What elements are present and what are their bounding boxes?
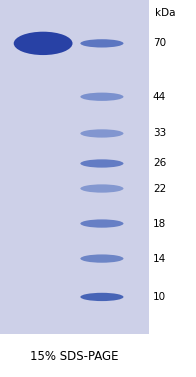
Ellipse shape (80, 293, 123, 301)
Text: 14: 14 (153, 254, 166, 264)
Ellipse shape (14, 32, 73, 55)
Ellipse shape (80, 93, 123, 101)
Ellipse shape (80, 39, 123, 48)
Ellipse shape (80, 129, 123, 138)
Text: 18: 18 (153, 219, 166, 228)
Text: 44: 44 (153, 92, 166, 102)
Text: 10: 10 (153, 292, 166, 302)
Bar (0, 0, 149, 334)
Text: kDa: kDa (155, 8, 175, 18)
Text: 22: 22 (153, 184, 166, 193)
Ellipse shape (80, 159, 123, 168)
Ellipse shape (80, 184, 123, 193)
Ellipse shape (80, 219, 123, 228)
Text: 70: 70 (153, 38, 166, 48)
Text: 33: 33 (153, 129, 166, 138)
Text: 26: 26 (153, 158, 166, 169)
Text: 15% SDS-PAGE: 15% SDS-PAGE (30, 350, 119, 363)
Ellipse shape (80, 254, 123, 263)
